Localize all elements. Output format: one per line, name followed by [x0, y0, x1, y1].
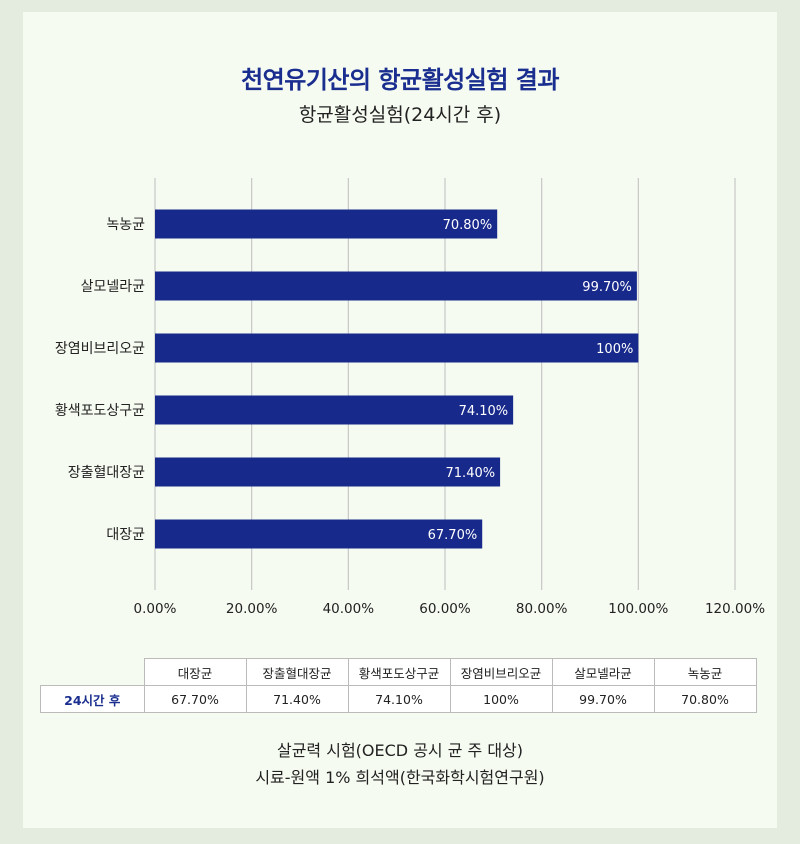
bar-value-label: 100% [596, 342, 633, 357]
x-tick-label: 40.00% [323, 601, 375, 617]
x-tick-label: 100.00% [608, 601, 668, 617]
category-label: 황색포도상구균 [55, 403, 145, 419]
table-header-cell: 살모넬라균 [551, 658, 655, 686]
table-cell: 74.10% [347, 685, 451, 713]
x-tick-label: 60.00% [419, 601, 471, 617]
bar [155, 395, 514, 425]
table-header-row: 대장균 장출혈대장균 황색포도상구균 장염비브리오균 살모넬라균 녹농균 [41, 658, 757, 686]
bar-value-label: 99.70% [582, 280, 632, 295]
chart-subtitle: 항균활성실험(24시간 후) [298, 104, 502, 126]
method-note: 살균력 시험(OECD 공시 균 주 대상) [276, 741, 524, 760]
category-label: 장출혈대장균 [68, 465, 145, 481]
category-label: 대장균 [106, 527, 145, 543]
category-label: 장염비브리오균 [55, 341, 145, 357]
table-row: 24시간 후 67.70% 71.40% 74.10% 100% 99.70% … [40, 685, 757, 713]
bar-value-label: 67.70% [428, 528, 478, 543]
x-tick-label: 20.00% [226, 601, 278, 617]
bar-chart: 0.00% 20.00% 40.00% 60.00% 80.00% 100.00% 120.… [55, 178, 765, 617]
bar [155, 271, 637, 301]
chart-title: 천연유기산의 항균활성실험 결과 [241, 66, 559, 94]
category-label: 살모넬라균 [81, 279, 146, 295]
bar [155, 457, 501, 487]
table-cell: 71.40% [245, 685, 349, 713]
bar-value-label: 74.10% [459, 404, 509, 419]
table-header-cell: 장염비브리오균 [449, 658, 553, 686]
category-label: 녹농균 [106, 217, 145, 233]
table-header-cell: 장출혈대장균 [245, 658, 349, 686]
table-cell: 100% [449, 685, 553, 713]
x-tick-label: 80.00% [516, 601, 568, 617]
bar-value-label: 71.40% [446, 466, 496, 481]
x-tick-label: 120.00% [705, 601, 765, 617]
table-header-cell: 녹농균 [653, 658, 757, 686]
table-cell: 67.70% [143, 685, 247, 713]
bar [155, 519, 483, 549]
x-tick-label: 0.00% [134, 601, 177, 617]
bar-value-label: 70.80% [443, 218, 493, 233]
table-header-cell: 대장균 [143, 658, 247, 686]
sample-note: 시료-원액 1% 희석액(한국화학시험연구원) [255, 768, 545, 787]
table-corner [41, 659, 145, 686]
bar [155, 333, 639, 363]
bar [155, 209, 498, 239]
table-header-cell: 황색포도상구균 [347, 658, 451, 686]
table-cell: 70.80% [653, 685, 757, 713]
table-cell: 99.70% [551, 685, 655, 713]
results-table: 대장균 장출혈대장균 황색포도상구균 장염비브리오균 살모넬라균 녹농균 24시… [40, 658, 757, 713]
table-row-label: 24시간 후 [40, 685, 145, 713]
